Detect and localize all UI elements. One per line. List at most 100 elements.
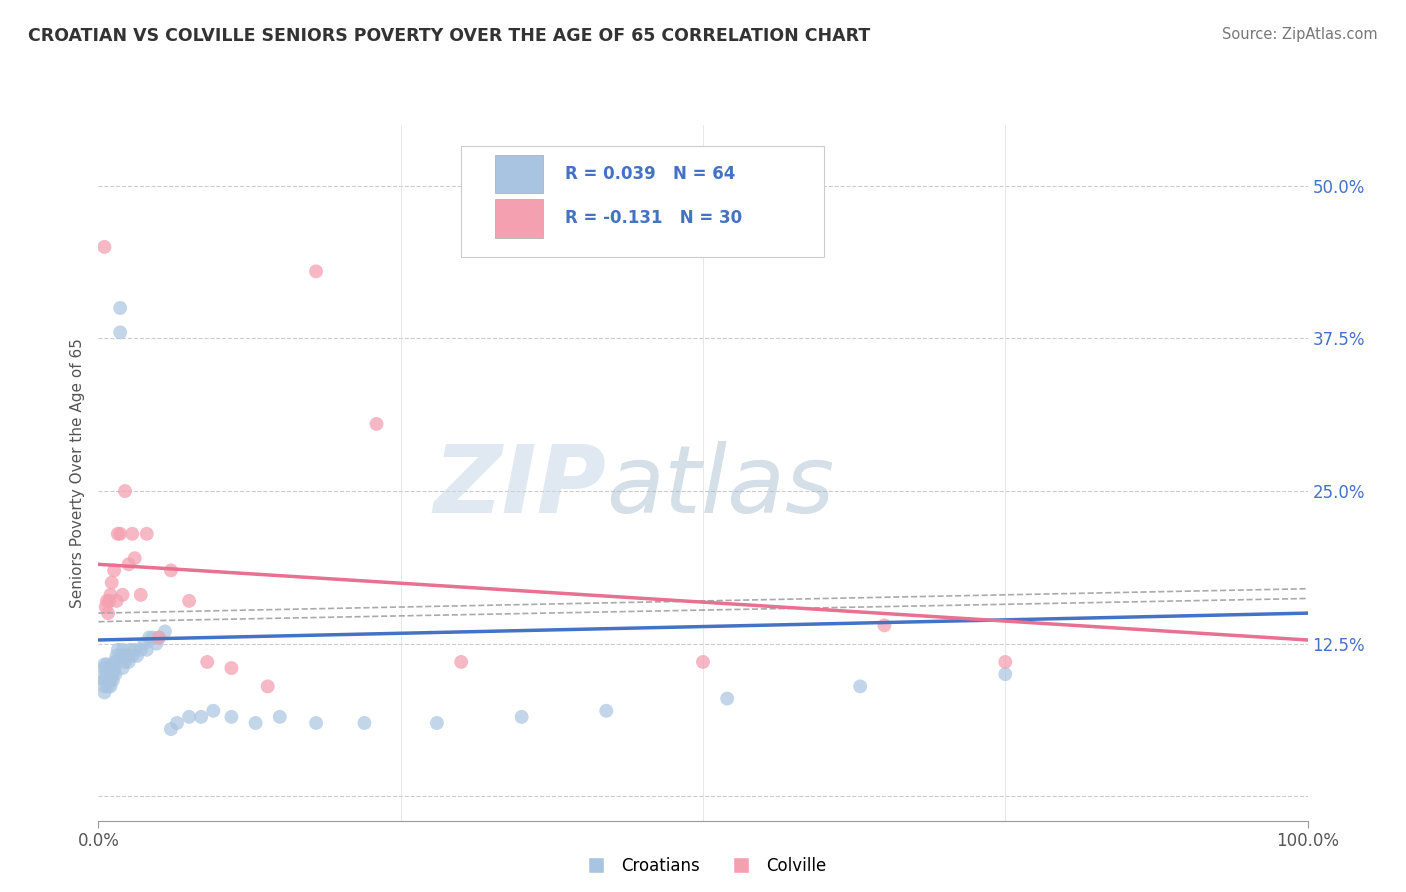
Point bbox=[118, 642, 141, 657]
Point bbox=[104, 667, 127, 681]
Point bbox=[93, 679, 115, 693]
Point bbox=[93, 661, 115, 675]
Point bbox=[994, 667, 1017, 681]
Point bbox=[101, 667, 124, 681]
Point bbox=[93, 657, 115, 672]
Point bbox=[100, 673, 122, 688]
Point bbox=[305, 716, 328, 731]
Point bbox=[145, 637, 167, 651]
Point bbox=[873, 618, 896, 632]
Text: ZIP: ZIP bbox=[433, 441, 606, 533]
Point bbox=[111, 642, 134, 657]
Point bbox=[107, 642, 129, 657]
Point bbox=[121, 648, 143, 663]
Point bbox=[108, 326, 131, 340]
Point bbox=[179, 710, 201, 724]
Point bbox=[97, 673, 120, 688]
Point bbox=[94, 600, 117, 615]
Point bbox=[221, 661, 243, 675]
Point bbox=[98, 667, 121, 681]
Text: R = 0.039   N = 64: R = 0.039 N = 64 bbox=[565, 165, 735, 183]
Text: R = -0.131   N = 30: R = -0.131 N = 30 bbox=[565, 210, 742, 227]
Point bbox=[100, 667, 122, 681]
Point bbox=[93, 240, 115, 254]
Point bbox=[93, 685, 115, 699]
Point bbox=[849, 679, 872, 693]
Point bbox=[148, 631, 170, 645]
Point bbox=[105, 648, 128, 663]
Point bbox=[97, 679, 120, 693]
Point bbox=[166, 716, 188, 731]
Point bbox=[994, 655, 1017, 669]
Point bbox=[103, 563, 125, 577]
Point bbox=[96, 667, 118, 681]
Point bbox=[190, 710, 212, 724]
Point bbox=[135, 642, 157, 657]
Point bbox=[105, 655, 128, 669]
Point bbox=[118, 655, 141, 669]
Point bbox=[129, 588, 152, 602]
Legend: Croatians, Colville: Croatians, Colville bbox=[572, 851, 834, 882]
Point bbox=[108, 301, 131, 315]
Point bbox=[221, 710, 243, 724]
Point bbox=[129, 642, 152, 657]
Point bbox=[124, 551, 146, 566]
Point bbox=[100, 588, 122, 602]
Point bbox=[134, 637, 156, 651]
Y-axis label: Seniors Poverty Over the Age of 65: Seniors Poverty Over the Age of 65 bbox=[70, 338, 86, 607]
Point bbox=[353, 716, 375, 731]
Point bbox=[103, 655, 125, 669]
Point bbox=[101, 673, 124, 688]
Point bbox=[114, 655, 136, 669]
Point bbox=[160, 722, 183, 736]
Point bbox=[118, 558, 141, 572]
Point bbox=[692, 655, 714, 669]
Point bbox=[111, 661, 134, 675]
Point bbox=[716, 691, 738, 706]
Point bbox=[195, 655, 218, 669]
Point bbox=[256, 679, 278, 693]
Point bbox=[127, 648, 149, 663]
Point bbox=[100, 575, 122, 590]
Text: CROATIAN VS COLVILLE SENIORS POVERTY OVER THE AGE OF 65 CORRELATION CHART: CROATIAN VS COLVILLE SENIORS POVERTY OVE… bbox=[28, 27, 870, 45]
Point bbox=[426, 716, 449, 731]
Point bbox=[108, 526, 131, 541]
FancyBboxPatch shape bbox=[461, 145, 824, 257]
Text: Source: ZipAtlas.com: Source: ZipAtlas.com bbox=[1222, 27, 1378, 42]
Point bbox=[96, 661, 118, 675]
Point bbox=[269, 710, 291, 724]
Point bbox=[117, 648, 139, 663]
Point bbox=[135, 526, 157, 541]
Point bbox=[179, 594, 201, 608]
Point bbox=[100, 667, 122, 681]
Point bbox=[105, 594, 128, 608]
Point bbox=[97, 606, 120, 620]
Point bbox=[111, 588, 134, 602]
Text: atlas: atlas bbox=[606, 442, 835, 533]
Point bbox=[142, 631, 165, 645]
Point bbox=[121, 526, 143, 541]
Point bbox=[96, 657, 118, 672]
Point bbox=[245, 716, 267, 731]
Point bbox=[124, 642, 146, 657]
Point bbox=[114, 648, 136, 663]
Point bbox=[202, 704, 225, 718]
Point bbox=[510, 710, 533, 724]
Point bbox=[114, 484, 136, 499]
Point bbox=[93, 673, 115, 688]
Point bbox=[98, 661, 121, 675]
Point bbox=[595, 704, 617, 718]
Point bbox=[107, 526, 129, 541]
Point bbox=[100, 661, 122, 675]
Point bbox=[148, 631, 170, 645]
Point bbox=[366, 417, 388, 431]
Bar bbox=[495, 155, 543, 193]
Point bbox=[160, 563, 183, 577]
Point bbox=[100, 679, 122, 693]
Point bbox=[138, 631, 160, 645]
Point bbox=[450, 655, 472, 669]
Point bbox=[93, 673, 115, 688]
Point bbox=[96, 594, 118, 608]
Bar bbox=[495, 199, 543, 237]
Point bbox=[153, 624, 176, 639]
